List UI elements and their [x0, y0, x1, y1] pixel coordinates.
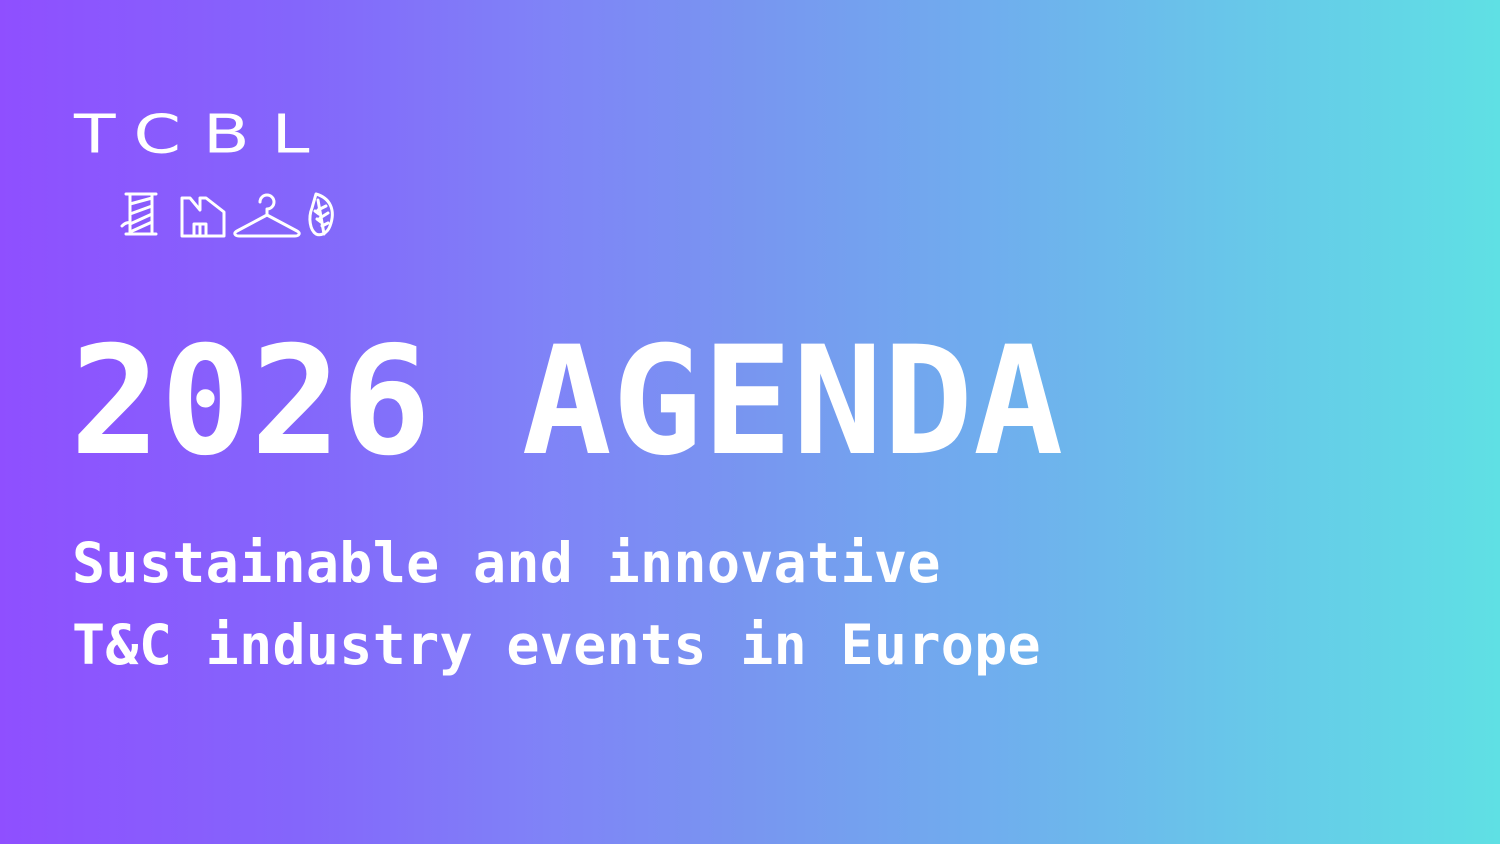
tcbl-logo: TCBL — [74, 104, 374, 238]
logo-wordmark: TCBL — [74, 104, 332, 166]
page-title: 2026 AGENDA — [70, 315, 1064, 489]
factory-icon — [180, 196, 226, 238]
subtitle: Sustainable and innovative T&C industry … — [72, 522, 1041, 686]
leaf-icon — [308, 192, 334, 237]
hanger-icon — [233, 193, 301, 238]
thread-spool-icon — [120, 192, 158, 236]
subtitle-line-2: T&C industry events in Europe — [72, 613, 1041, 677]
subtitle-line-1: Sustainable and innovative — [72, 531, 941, 595]
logo-icons — [120, 192, 334, 238]
